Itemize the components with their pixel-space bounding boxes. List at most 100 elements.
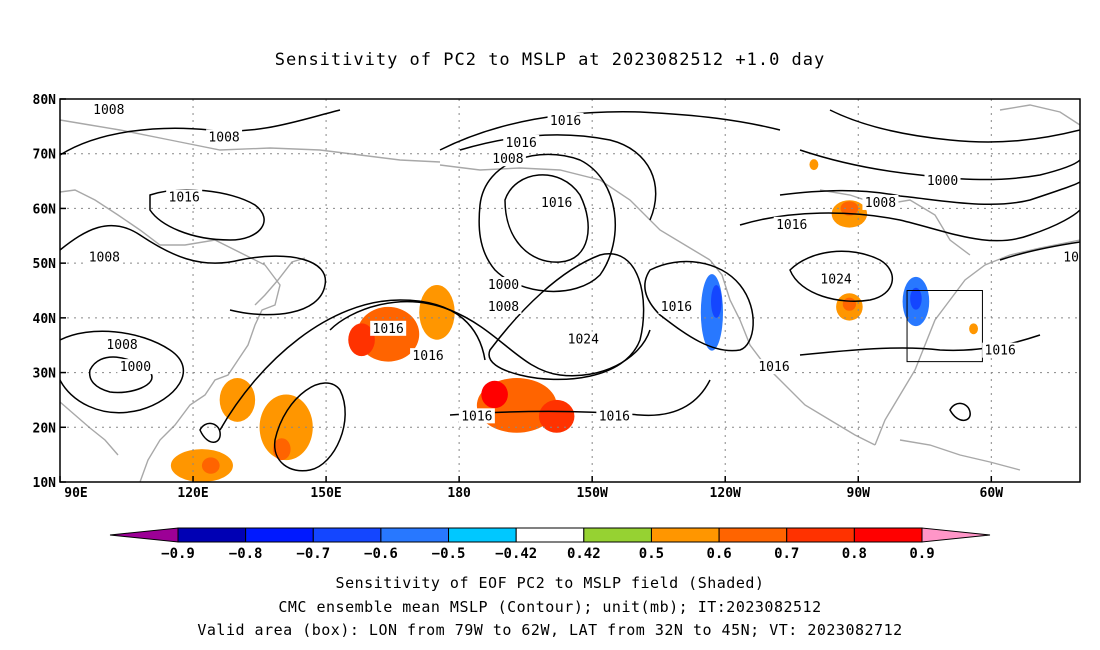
- contour-ring-small: [199, 422, 221, 443]
- contour-label: 1008: [488, 300, 519, 315]
- contour-label-bg: [565, 331, 602, 347]
- lon-tick-label: 120E: [177, 486, 208, 501]
- contour-1016-atlantic: [999, 241, 1080, 261]
- contour-label: 1000: [488, 278, 519, 293]
- contour-label: 1016: [550, 114, 581, 129]
- contour-label: 1008: [208, 130, 239, 145]
- contour-label: 1024: [820, 273, 851, 288]
- shaded-region-7: [259, 394, 313, 461]
- mslp-contours: [60, 109, 1080, 472]
- contour-label: 1008: [492, 152, 523, 167]
- coastline-arctic: [60, 119, 441, 163]
- contour-label-bg: [818, 271, 855, 287]
- footer-line-3: Valid area (box): LON from 79W to 62W, L…: [197, 621, 903, 639]
- contour-label-bg: [485, 277, 522, 293]
- contour-label-bg: [756, 359, 792, 375]
- contour-label-bg: [862, 194, 899, 210]
- shaded-region-4: [481, 380, 508, 409]
- colorbar-label: 0.42: [567, 546, 601, 562]
- contour-1016-west-na: [644, 260, 754, 352]
- lat-tick-label: 50N: [33, 257, 57, 272]
- contour-label: 1024: [568, 333, 599, 348]
- contour-1008-siberia: [60, 224, 327, 316]
- coastline-greenland: [999, 104, 1080, 126]
- contour-label-bg: [503, 134, 540, 150]
- colorbar-swatch: [583, 527, 652, 543]
- lat-tick-label: 70N: [33, 148, 57, 163]
- contour-labels: 1008 1008 1016 1008 1008 1000 1016 1016 1008 1016…: [86, 101, 1080, 424]
- contour-1016-high: [329, 301, 651, 377]
- colorbar-label: −0.5: [432, 546, 466, 562]
- contour-ring-canada: [829, 109, 1080, 143]
- colorbar-swatch: [245, 527, 314, 543]
- contour-1008-aleutian: [478, 153, 616, 293]
- colorbar-swatch: [448, 527, 517, 543]
- contour-1016-pac2: [459, 134, 657, 221]
- contour-1000-low: [88, 356, 153, 394]
- contour-label: 1000: [927, 174, 958, 189]
- colorbar-label: 0.8: [842, 546, 867, 562]
- colorbar-label: 0.7: [774, 546, 799, 562]
- map-frame: [59, 98, 1081, 483]
- contour-label: 1016: [599, 409, 630, 424]
- coastline-alaska: [439, 164, 711, 261]
- colorbar-swatch: [650, 527, 720, 543]
- coastline-asia: [60, 189, 281, 482]
- shaded-region-9: [170, 449, 233, 482]
- lat-tick-label: 40N: [33, 312, 57, 327]
- contour-label-bg: [924, 173, 961, 189]
- shaded-region-10: [201, 457, 220, 474]
- coastline-caribbean: [899, 439, 1021, 471]
- contour-label-bg: [104, 337, 141, 353]
- sensitivity-shading: [170, 159, 979, 482]
- contour-label-bg: [489, 151, 526, 167]
- colorbar-swatch: [177, 527, 247, 543]
- contour-label-bg: [90, 101, 127, 117]
- footer-line-1: Sensitivity of EOF PC2 to MSLP field (Sh…: [335, 574, 765, 592]
- contour-label: 1016: [985, 344, 1016, 359]
- contour-label: 1016: [541, 196, 572, 211]
- coastline-na-west: [709, 259, 876, 446]
- contour-label-bg: [410, 348, 447, 364]
- shaded-region-18: [840, 201, 859, 216]
- colorbar-swatch: [380, 527, 450, 543]
- lat-tick-label: 80N: [33, 93, 57, 108]
- colorbar-swatch: [718, 527, 788, 543]
- contour-label-bg: [86, 249, 123, 265]
- lon-tick-label: 90W: [847, 486, 871, 501]
- colorbar-label: −0.9: [161, 546, 195, 562]
- contour-label: 1016: [461, 409, 492, 424]
- contour-1016-canada: [739, 209, 1080, 242]
- colorbar-max-arrow: [921, 527, 991, 543]
- contour-label: 1008: [93, 103, 124, 118]
- contour-1008-low: [60, 330, 184, 414]
- lat-tick-label: 30N: [33, 367, 57, 382]
- valid-area-box: [906, 290, 983, 363]
- colorbar-label: 0.5: [639, 546, 664, 562]
- shaded-region-8: [272, 438, 291, 461]
- shaded-region-20: [969, 323, 979, 335]
- contour-label-bg: [166, 189, 203, 205]
- colorbar-min-arrow: [109, 527, 179, 543]
- lon-tick-label: 90E: [64, 486, 87, 501]
- shaded-region-1: [419, 285, 455, 340]
- shaded-region-6: [219, 378, 256, 422]
- contour-1008-canada: [779, 181, 1080, 206]
- colorbar-swatch: [515, 527, 585, 543]
- lon-tick-label: 120W: [710, 486, 741, 501]
- contour-label-bg: [538, 194, 575, 210]
- lon-tick-label: 60W: [980, 486, 1004, 501]
- contour-label-bg: [1061, 249, 1080, 265]
- contour-label: 1016: [776, 218, 807, 233]
- contour-1016-pacific: [219, 299, 486, 431]
- contour-label: 1016: [373, 322, 404, 337]
- contour-label-bg: [117, 359, 154, 375]
- lat-tick-label: 20N: [33, 421, 57, 436]
- contour-label: 1008: [89, 251, 120, 266]
- contour-1000-aleutian: [504, 174, 589, 263]
- contour-label-bg: [773, 216, 810, 232]
- shaded-region-16: [842, 297, 857, 311]
- contour-label: 1016: [412, 349, 443, 364]
- contour-label: 1016: [758, 360, 789, 375]
